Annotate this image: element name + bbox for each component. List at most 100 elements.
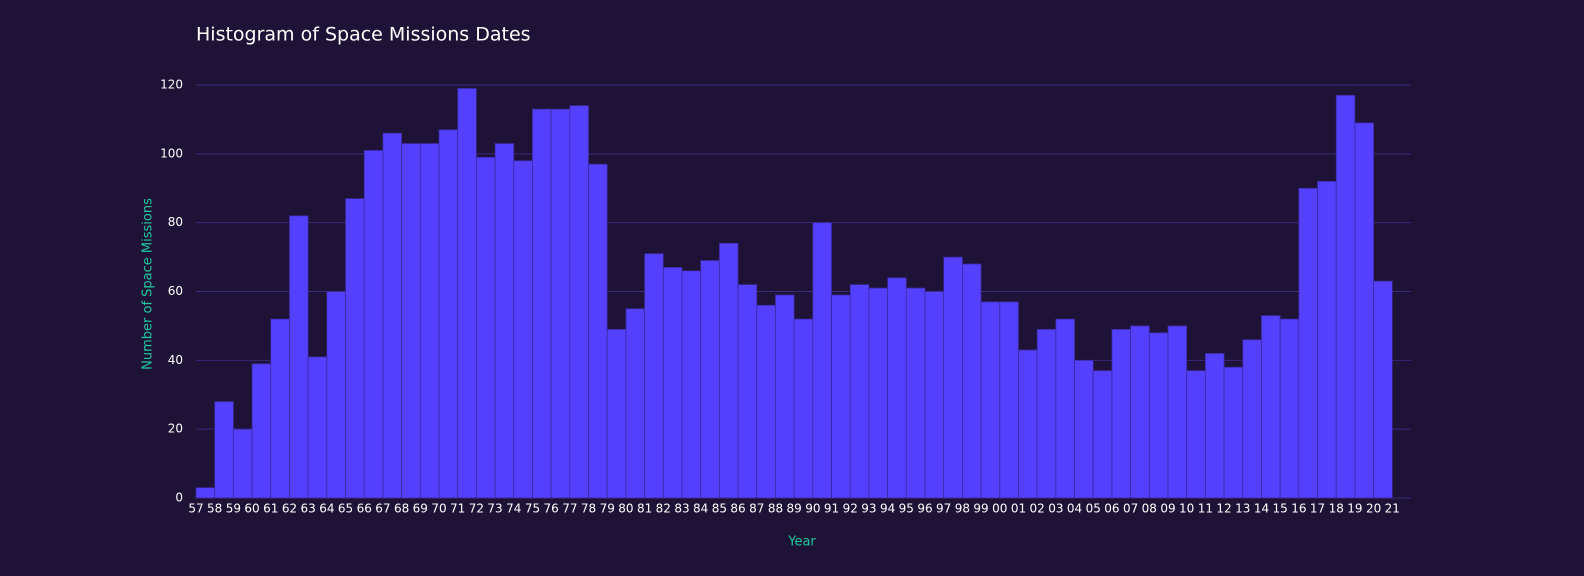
bar (1261, 315, 1281, 499)
x-tick-label: 91 (824, 502, 839, 516)
x-tick-label: 86 (730, 502, 745, 516)
bar (980, 301, 1001, 499)
x-tick-label: 82 (656, 502, 671, 516)
x-tick-label: 19 (1347, 502, 1362, 516)
bar (1130, 325, 1150, 499)
bar (1279, 318, 1300, 499)
x-tick-label: 03 (1048, 502, 1063, 516)
x-tick-label: 66 (357, 502, 372, 516)
bar (849, 284, 870, 499)
bar (999, 301, 1019, 499)
x-tick-label: 02 (1030, 502, 1045, 516)
x-tick-label: 85 (712, 502, 727, 516)
bar (232, 428, 253, 499)
x-tick-label: 62 (282, 502, 297, 516)
y-tick-label: 100 (160, 146, 183, 160)
bar (793, 318, 814, 499)
x-tick-label: 57 (188, 502, 203, 516)
x-tick-label: 88 (768, 502, 783, 516)
x-tick-label: 97 (936, 502, 951, 516)
x-tick-label: 81 (637, 502, 652, 516)
x-tick-label: 89 (787, 502, 802, 516)
x-tick-label: 95 (899, 502, 914, 516)
x-tick-label: 63 (301, 502, 316, 516)
bar (401, 143, 421, 499)
bar (812, 222, 832, 499)
x-tick-label: 15 (1273, 502, 1288, 516)
x-tick-label: 77 (562, 502, 577, 516)
x-tick-label: 92 (843, 502, 858, 516)
bar (345, 198, 365, 499)
x-tick-label: 14 (1254, 502, 1269, 516)
x-tick-label: 87 (749, 502, 764, 516)
bar (1354, 122, 1375, 499)
y-axis-label: Number of Space Missions (141, 198, 156, 370)
x-tick-label: 20 (1366, 502, 1381, 516)
x-tick-label: 94 (880, 502, 895, 516)
bar (943, 256, 963, 499)
bar (1298, 187, 1318, 499)
bar (700, 260, 720, 499)
x-tick-label: 21 (1385, 502, 1400, 516)
x-tick-label: 78 (581, 502, 596, 516)
x-tick-label: 11 (1198, 502, 1213, 516)
y-tick-label: 120 (160, 78, 183, 92)
bar (1204, 353, 1225, 499)
bar (681, 270, 702, 499)
x-tick-label: 59 (226, 502, 241, 516)
x-tick-label: 65 (338, 502, 353, 516)
bar (1018, 349, 1038, 499)
bar (644, 253, 664, 499)
x-tick-label: 00 (992, 502, 1007, 516)
bar (887, 277, 907, 499)
bar (307, 356, 328, 499)
x-tick-label: 73 (487, 502, 502, 516)
bar (775, 294, 795, 499)
bar (550, 108, 571, 499)
bar (868, 287, 889, 499)
bar (737, 284, 758, 499)
bar (1335, 94, 1356, 499)
bar (1111, 328, 1132, 499)
x-tick-label: 07 (1123, 502, 1138, 516)
bar (382, 132, 403, 499)
x-tick-label: 61 (263, 502, 278, 516)
x-tick-label: 18 (1329, 502, 1344, 516)
bar (1092, 370, 1113, 499)
bar (475, 156, 496, 499)
x-tick-label: 10 (1179, 502, 1194, 516)
bar (905, 287, 926, 499)
bar (289, 215, 309, 499)
x-tick-label: 60 (244, 502, 259, 516)
bar (251, 363, 272, 499)
x-axis-label: Year (787, 535, 816, 550)
bar (363, 149, 384, 499)
bar (1036, 328, 1057, 499)
bar (1074, 359, 1094, 499)
y-tick-label: 20 (168, 422, 183, 436)
x-tick-label: 83 (674, 502, 689, 516)
x-tick-label: 09 (1160, 502, 1175, 516)
bar (419, 143, 440, 499)
bar (606, 328, 627, 499)
bar (924, 291, 945, 499)
bar (270, 318, 290, 499)
bar (214, 401, 234, 499)
bar (438, 129, 459, 499)
chart-title: Histogram of Space Missions Dates (196, 24, 531, 46)
bar (625, 308, 646, 499)
bar (662, 267, 683, 499)
x-tick-label: 79 (600, 502, 615, 516)
x-tick-label: 16 (1291, 502, 1306, 516)
x-tick-label: 17 (1310, 502, 1325, 516)
x-tick-label: 04 (1067, 502, 1082, 516)
x-tick-label: 72 (469, 502, 484, 516)
bar (961, 263, 982, 499)
bar (513, 160, 533, 499)
bar (1223, 366, 1244, 499)
x-tick-label: 05 (1086, 502, 1101, 516)
y-tick-label: 60 (168, 284, 183, 298)
bar (1186, 370, 1206, 499)
x-tick-label: 76 (544, 502, 559, 516)
x-tick-label: 68 (394, 502, 409, 516)
